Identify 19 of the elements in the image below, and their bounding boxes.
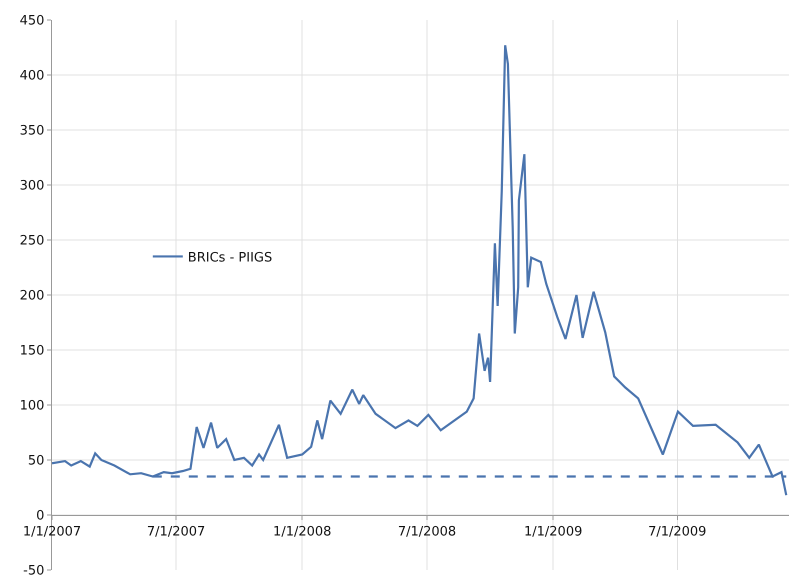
y-tick-label: 300 — [20, 178, 44, 194]
y-tick-label: 50 — [28, 454, 44, 469]
x-tick-label: 7/1/2007 — [146, 524, 206, 540]
y-tick-label: 150 — [20, 344, 44, 359]
y-tick-label: 200 — [20, 288, 44, 304]
y-tick-label: -50 — [23, 564, 44, 579]
y-tick-label: 450 — [20, 14, 44, 29]
y-tick-label: 350 — [20, 124, 44, 139]
legend-label: BRICs - PIIGS — [188, 250, 272, 266]
y-tick-label: 400 — [20, 68, 44, 84]
y-tick-label: 100 — [20, 398, 44, 414]
line-series — [52, 44, 788, 496]
x-tick-label: 7/1/2009 — [648, 524, 706, 540]
x-tick-label: 1/1/2009 — [524, 524, 582, 540]
x-tick-label: 1/1/2007 — [22, 524, 82, 540]
y-tick-label: 0 — [36, 508, 44, 524]
x-tick-label: 7/1/2008 — [398, 524, 456, 540]
x-tick-label: 1/1/2008 — [273, 524, 332, 540]
y-tick-label: 250 — [20, 234, 44, 249]
